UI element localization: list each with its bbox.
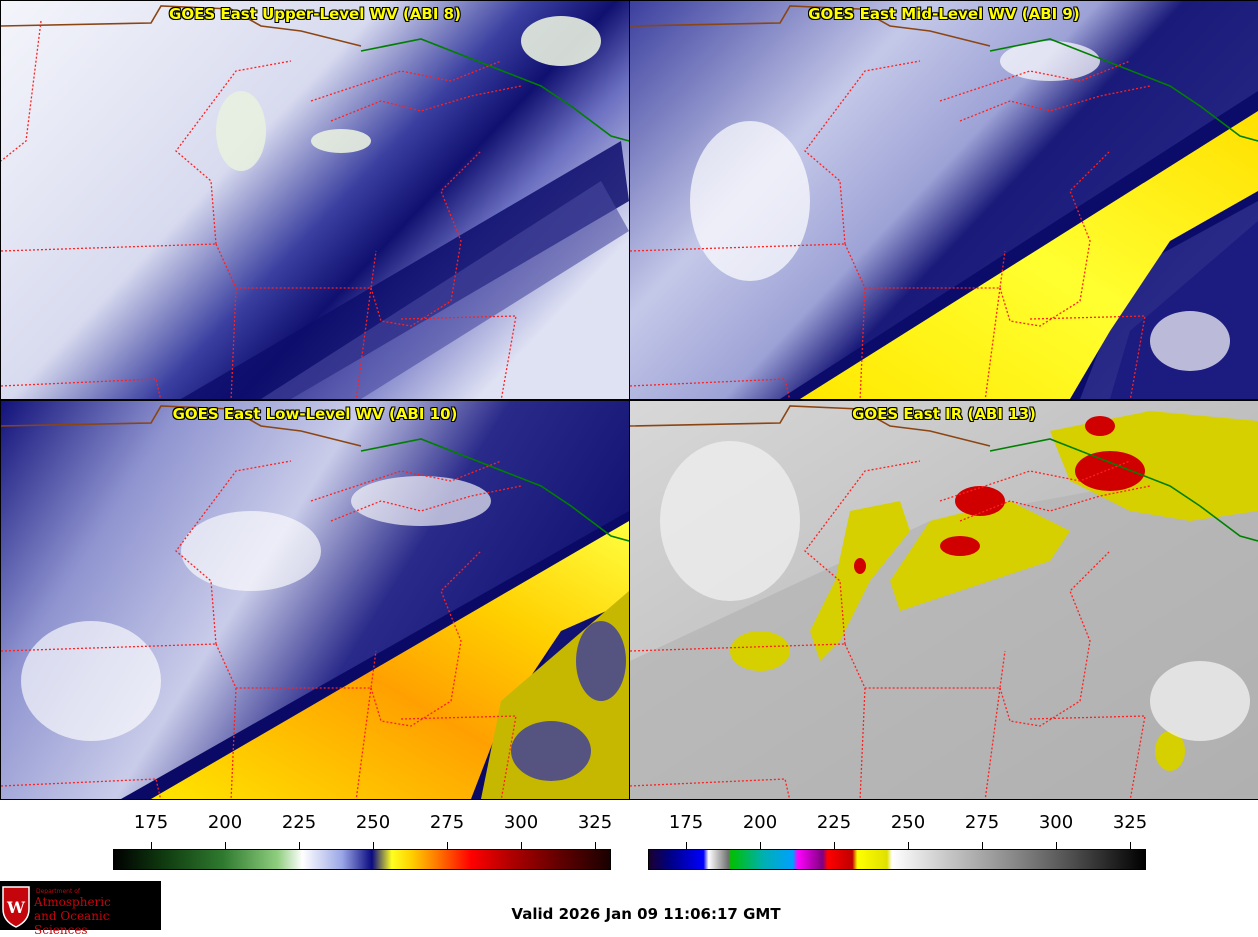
wv-colorbar-tickmark xyxy=(151,842,152,849)
panel-mid-level-wv: GOES East Mid-Level WV (ABI 9) xyxy=(629,0,1258,400)
mid-level-wv-image xyxy=(630,1,1258,399)
upper-level-wv-image xyxy=(1,1,629,399)
uw-crest-icon: W xyxy=(2,886,30,928)
ir-colorbar: 175 200 225 250 275 300 325 xyxy=(0,812,1258,872)
wv-colorbar-tick: 325 xyxy=(577,812,613,833)
wv-colorbar-tick: 175 xyxy=(133,812,169,833)
svg-text:W: W xyxy=(6,898,26,917)
ir-colorbar-tick: 250 xyxy=(890,812,926,833)
ir-colorbar-tickmark xyxy=(760,842,761,849)
wv-colorbar-tick: 225 xyxy=(281,812,317,833)
wv-colorbar-tickmark xyxy=(521,842,522,849)
ir-colorbar-tick: 175 xyxy=(668,812,704,833)
panel-title: GOES East IR (ABI 13) xyxy=(852,405,1036,423)
wv-colorbar-tick: 200 xyxy=(207,812,243,833)
ir-colorbar-tickmark xyxy=(908,842,909,849)
ir-colorbar-tickmark xyxy=(1130,842,1131,849)
panel-upper-level-wv: GOES East Upper-Level WV (ABI 8) xyxy=(0,0,630,400)
wv-colorbar-tick: 250 xyxy=(355,812,391,833)
ir-image xyxy=(630,401,1258,799)
ir-colorbar-scale xyxy=(648,849,1146,870)
wv-colorbar-tick: 275 xyxy=(429,812,465,833)
ir-colorbar-tick: 325 xyxy=(1112,812,1148,833)
ir-colorbar-tickmark xyxy=(834,842,835,849)
panel-title: GOES East Mid-Level WV (ABI 9) xyxy=(808,5,1080,23)
ir-colorbar-tickmark xyxy=(686,842,687,849)
wv-colorbar-tick: 300 xyxy=(503,812,539,833)
ir-colorbar-tick: 225 xyxy=(816,812,852,833)
wv-colorbar-tickmark xyxy=(299,842,300,849)
wv-colorbar-scale xyxy=(113,849,611,870)
logo-name-line1: Atmospheric xyxy=(34,895,111,909)
ir-colorbar-tick: 300 xyxy=(1038,812,1074,833)
panel-low-level-wv: GOES East Low-Level WV (ABI 10) xyxy=(0,400,630,800)
low-level-wv-image xyxy=(1,401,629,799)
ir-colorbar-tick: 275 xyxy=(964,812,1000,833)
wv-colorbar-tickmark xyxy=(373,842,374,849)
panel-title: GOES East Upper-Level WV (ABI 8) xyxy=(169,5,461,23)
ir-colorbar-tickmark xyxy=(1056,842,1057,849)
wv-colorbar-tickmark xyxy=(447,842,448,849)
ir-colorbar-tick: 200 xyxy=(742,812,778,833)
wv-colorbar-tickmark xyxy=(595,842,596,849)
valid-time: Valid 2026 Jan 09 11:06:17 GMT xyxy=(511,905,781,923)
panel-title: GOES East Low-Level WV (ABI 10) xyxy=(172,405,458,423)
wv-colorbar-tickmark xyxy=(225,842,226,849)
wv-colorbar: 175 200 225 250 275 300 325 xyxy=(0,812,640,872)
panel-ir: GOES East IR (ABI 13) xyxy=(629,400,1258,800)
ir-colorbar-tickmark xyxy=(982,842,983,849)
logo-department-text: Department of xyxy=(36,888,80,895)
